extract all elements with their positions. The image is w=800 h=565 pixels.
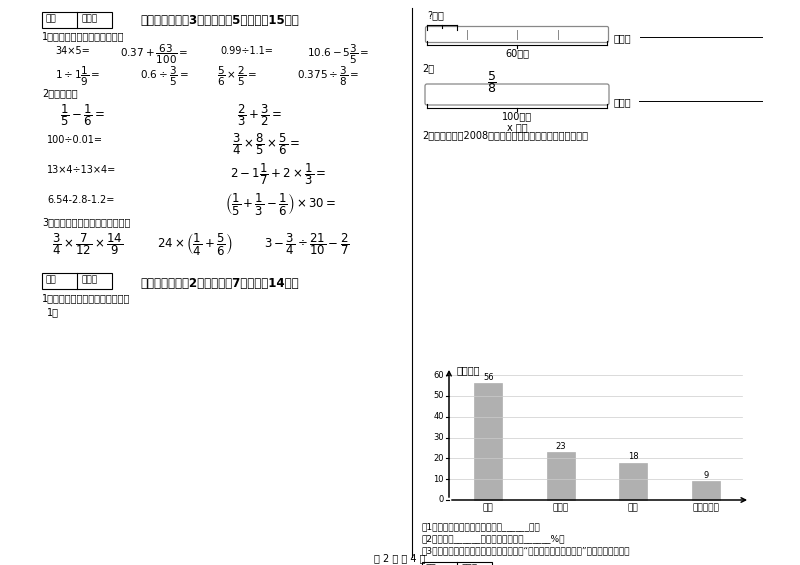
Text: 0.99÷1.1=: 0.99÷1.1= [220, 46, 273, 56]
Text: $1\div1\dfrac{1}{9}=$: $1\div1\dfrac{1}{9}=$ [55, 65, 101, 88]
Text: $\left(\dfrac{1}{5}+\dfrac{1}{3}-\dfrac{1}{6}\right)\times30=$: $\left(\dfrac{1}{5}+\dfrac{1}{3}-\dfrac{… [225, 191, 336, 217]
Text: 6.54-2.8-1.2=: 6.54-2.8-1.2= [47, 195, 114, 205]
Text: $0.6\div\dfrac{3}{5}=$: $0.6\div\dfrac{3}{5}=$ [140, 65, 189, 88]
Text: 13×4÷13×4=: 13×4÷13×4= [47, 165, 116, 175]
Text: 100千米: 100千米 [502, 111, 532, 121]
Bar [546, 452, 574, 500]
Text: 多伦多: 多伦多 [553, 503, 569, 512]
Text: $24\times\left(\dfrac{1}{4}+\dfrac{5}{6}\right)$: $24\times\left(\dfrac{1}{4}+\dfrac{5}{6}… [157, 231, 233, 257]
Text: $2-1\dfrac{1}{7}+2\times\dfrac{1}{3}=$: $2-1\dfrac{1}{7}+2\times\dfrac{1}{3}=$ [230, 161, 326, 186]
Text: $\dfrac{5}{8}$: $\dfrac{5}{8}$ [487, 69, 497, 95]
Text: 2．算一算。: 2．算一算。 [42, 88, 78, 98]
Text: 50: 50 [434, 392, 444, 401]
Text: 2．: 2． [422, 63, 434, 73]
Text: $3-\dfrac{3}{4}\div\dfrac{21}{10}-\dfrac{2}{7}$: $3-\dfrac{3}{4}\div\dfrac{21}{10}-\dfrac… [264, 231, 350, 257]
Bar [692, 481, 720, 500]
Text: 60千克: 60千克 [505, 48, 529, 58]
FancyBboxPatch shape [42, 273, 112, 289]
Text: 评卷人: 评卷人 [461, 564, 477, 565]
Text: 评卷人: 评卷人 [81, 275, 97, 284]
Text: $10.6-5\dfrac{3}{5}=$: $10.6-5\dfrac{3}{5}=$ [307, 43, 369, 66]
FancyBboxPatch shape [440, 87, 569, 102]
FancyBboxPatch shape [425, 84, 609, 105]
FancyBboxPatch shape [422, 562, 492, 565]
Text: 伊斯坦布尔: 伊斯坦布尔 [692, 503, 719, 512]
Text: 1．看图列算式或方程，不计算：: 1．看图列算式或方程，不计算： [42, 293, 130, 303]
Text: ?千克: ?千克 [427, 10, 444, 20]
FancyBboxPatch shape [426, 27, 609, 42]
Text: 10: 10 [434, 475, 444, 484]
Text: 五、综合题（兲2小题，每题7分，共计14分）: 五、综合题（兲2小题，每题7分，共计14分） [141, 277, 299, 290]
Text: 第 2 页 共 4 页: 第 2 页 共 4 页 [374, 553, 426, 563]
Text: 34×5=: 34×5= [55, 46, 90, 56]
Text: 23: 23 [555, 442, 566, 450]
Text: 巴黎: 巴黎 [628, 503, 638, 512]
Bar [474, 383, 502, 500]
Text: （1）四个中办城市的得票总数是______票。: （1）四个中办城市的得票总数是______票。 [422, 522, 541, 531]
Text: $\dfrac{3}{4}\times\dfrac{7}{12}\times\dfrac{14}{9}$: $\dfrac{3}{4}\times\dfrac{7}{12}\times\d… [52, 231, 123, 257]
Text: $0.375\div\dfrac{3}{8}=$: $0.375\div\dfrac{3}{8}=$ [297, 65, 359, 88]
Text: 56: 56 [483, 373, 494, 382]
Bar [619, 463, 647, 500]
Text: 1．: 1． [47, 307, 59, 317]
Text: x 千米: x 千米 [506, 122, 527, 132]
Text: 0: 0 [438, 496, 444, 505]
Text: 40: 40 [434, 412, 444, 421]
Text: 得分: 得分 [46, 14, 57, 23]
Text: （3）投票结果一出来，报纸、电视都说：“北京得票是数遥遥领先”，为什么这样说？: （3）投票结果一出来，报纸、电视都说：“北京得票是数遥遥领先”，为什么这样说？ [422, 546, 630, 555]
Text: 2．下面是申报2008年奥运会主办城市的得票情况统计图。: 2．下面是申报2008年奥运会主办城市的得票情况统计图。 [422, 130, 588, 140]
Text: $\dfrac{3}{4}\times\dfrac{8}{5}\times\dfrac{5}{6}=$: $\dfrac{3}{4}\times\dfrac{8}{5}\times\df… [232, 131, 301, 157]
Text: $\dfrac{1}{5}-\dfrac{1}{6}=$: $\dfrac{1}{5}-\dfrac{1}{6}=$ [60, 102, 106, 128]
Text: 3．下面各题怎样简便就怎样算。: 3．下面各题怎样简便就怎样算。 [42, 217, 130, 227]
Text: 60: 60 [434, 371, 444, 380]
Text: 北京: 北京 [483, 503, 494, 512]
Text: 得分: 得分 [426, 564, 437, 565]
Text: $0.37+\dfrac{63}{100}=$: $0.37+\dfrac{63}{100}=$ [120, 43, 189, 66]
Text: 30: 30 [434, 433, 444, 442]
Text: 得分: 得分 [46, 275, 57, 284]
Text: 单位：票: 单位：票 [457, 365, 481, 375]
Text: 评卷人: 评卷人 [81, 14, 97, 23]
Text: 9: 9 [703, 471, 708, 480]
Text: $\dfrac{2}{3}+\dfrac{3}{2}=$: $\dfrac{2}{3}+\dfrac{3}{2}=$ [237, 102, 282, 128]
Text: 列式：: 列式： [614, 97, 632, 107]
Text: （2）北京得______票，占得票总数的______%。: （2）北京得______票，占得票总数的______%。 [422, 534, 566, 543]
Text: 四、计算题（兲3小题，每题5分，共计15分）: 四、计算题（兲3小题，每题5分，共计15分） [141, 14, 299, 27]
Text: 列式：: 列式： [614, 33, 632, 43]
Text: 20: 20 [434, 454, 444, 463]
FancyBboxPatch shape [42, 12, 112, 28]
Text: 100÷0.01=: 100÷0.01= [47, 135, 103, 145]
Text: $\dfrac{5}{6}\times\dfrac{2}{5}=$: $\dfrac{5}{6}\times\dfrac{2}{5}=$ [217, 65, 257, 88]
Text: 18: 18 [628, 452, 638, 461]
Text: 1．直接写出下面各题的得数：: 1．直接写出下面各题的得数： [42, 31, 125, 41]
